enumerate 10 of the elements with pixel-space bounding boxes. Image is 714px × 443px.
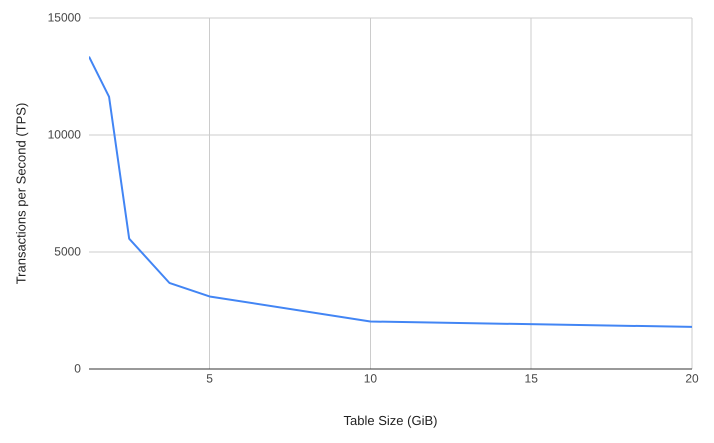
y-tick-label: 10000 [48,127,82,142]
y-tick-label: 15000 [48,10,82,24]
x-tick-label: 20 [685,372,699,386]
y-tick-label: 5000 [54,244,82,258]
y-axis-title: Transactions per Second (TPS) [13,102,28,284]
y-tick-label: 0 [74,361,82,376]
x-tick-label: 15 [524,372,538,386]
x-axis-title: Table Size (GiB) [344,412,438,428]
x-tick-label: 10 [364,372,378,386]
x-tick-label: 5 [206,372,214,386]
